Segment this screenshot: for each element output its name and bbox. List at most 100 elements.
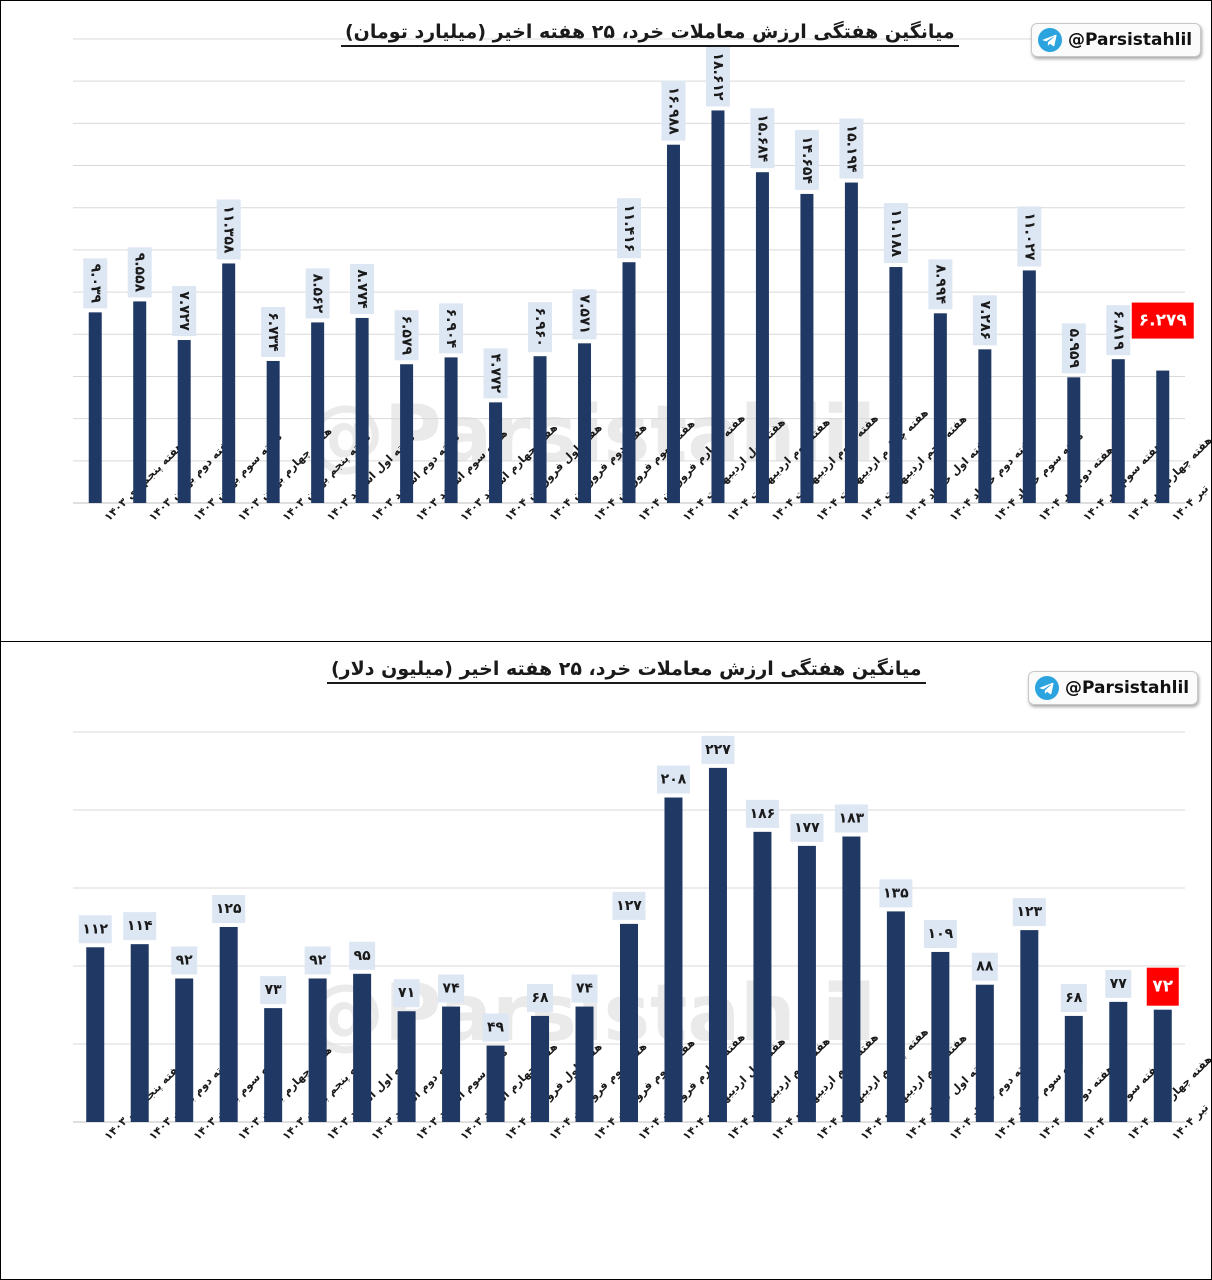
data-label: ۶.۸۱۹ [1106,305,1131,356]
bar [931,951,950,1122]
data-label: ۸۸ [971,952,998,981]
data-label-text: ۸.۹۹۴ [932,265,948,305]
channel-badge[interactable]: @Parsistahlil [1031,23,1202,57]
data-label: ۱۰۹ [923,919,957,948]
data-label-text: ۱۶.۹۸۸ [665,87,681,135]
data-label-box [794,129,819,190]
data-label-box [528,302,553,353]
data-label-text: ۹۲ [309,952,327,968]
data-label-text: ۱۰۹ [928,926,954,942]
bar [444,357,458,503]
bar [753,831,772,1122]
bar [353,973,372,1122]
channel-badge[interactable]: @Parsistahlil [1028,671,1199,705]
bar [800,193,814,503]
data-label: ۶.۹۶۰ [528,302,553,353]
bar [1022,270,1036,503]
data-label-text: ۷۴ [576,981,594,997]
data-label-text: ۱۴.۶۵۴ [799,136,815,184]
data-label: ۱۸.۶۱۲ [705,46,730,107]
bar [311,322,325,503]
data-label-box [745,799,779,828]
data-label: ۷۷ [1105,969,1132,998]
data-label-box [1061,323,1086,374]
data-label-box [1012,898,1046,927]
data-label-text: ۱۱۲ [82,921,108,937]
data-label-box [123,912,157,941]
data-label-box [83,258,108,309]
bar [575,1006,594,1122]
data-label-text: ۷۷ [1110,976,1128,992]
data-label-box [1060,983,1087,1012]
data-label-box [393,979,420,1008]
data-label: ۱۵.۶۸۴ [750,108,775,169]
data-label: ۸.۷۷۴ [350,263,375,314]
data-label-box [883,203,908,264]
telegram-icon [1035,676,1059,700]
data-label-text: ۹۲ [176,952,194,968]
bar [486,1045,505,1122]
data-label-text: ۱۲۵ [216,901,242,917]
bar [1064,1015,1083,1122]
bar [620,923,638,1122]
data-label: ۷۴ [571,974,598,1003]
bar [1109,1001,1128,1122]
data-label-text: ۱۵.۶۸۴ [754,114,770,162]
data-label-box [839,118,864,179]
data-label-text: ۷۴ [443,981,461,997]
bar [664,797,683,1122]
data-label: ۱۱۲ [78,915,112,944]
data-label: ۲۰۸ [656,765,690,794]
data-label: ۶.۷۳۴ [261,306,286,357]
data-label-box [1131,302,1194,339]
data-label-box [483,348,508,399]
bar [666,144,680,503]
data-label-box [971,952,998,981]
data-label-text: ۱۱.۴۱۶ [621,204,637,252]
data-label-text: ۷.۲۸۶ [977,301,993,341]
data-label-text: ۱۸۳ [839,811,865,827]
data-label-text: ۱۱.۱۸۸ [888,209,904,257]
data-label-box [617,198,641,259]
data-label-text: ۱۳۵ [883,885,909,901]
data-label-text: ۸.۷۷۴ [354,269,370,309]
data-label-box [656,765,690,794]
data-label-box [612,891,646,920]
data-label-box [304,946,331,975]
data-label: ۴۹ [482,1013,509,1042]
data-label: ۹.۵۵۸ [127,247,152,298]
data-label: ۹۵ [349,941,376,970]
data-label-box [834,804,868,833]
channel-handle: @Parsistahlil [1068,30,1193,50]
bar [219,927,238,1122]
data-label-text: ۹.۰۳۹ [87,264,103,304]
data-label: ۱۵.۱۹۴ [839,118,864,179]
bar [264,1008,283,1122]
data-label-box [127,247,152,298]
data-label: ۶.۹۰۴ [439,303,464,354]
bar [177,340,191,503]
bar [86,947,105,1122]
bar [844,182,858,503]
data-label-text: ۸.۵۶۲ [310,274,326,314]
data-label: ۱۱.۰۲۷ [1017,206,1042,267]
channel-handle: @Parsistahlil [1065,678,1190,698]
bar [1020,930,1039,1122]
data-label-text: ۱۱.۳۵۸ [221,205,237,253]
data-label-text: ۶.۹۶۰ [532,307,548,347]
bar [133,301,147,503]
bar [842,836,861,1122]
bar [531,1015,550,1122]
data-label-text: ۶.۸۱۹ [1110,310,1126,350]
bar [222,263,236,503]
telegram-icon [1038,28,1062,52]
data-label-text: ۷.۵۷۱ [577,295,593,335]
data-label: ۱۲۵ [212,895,246,923]
data-label-box [705,46,730,107]
chart-title: میانگین هفتگی ارزش معاملات خرد، ۲۵ هفته … [341,21,959,47]
data-label-text: ۲۲۷ [705,742,731,758]
data-label-text: ۹.۵۵۸ [132,253,148,293]
